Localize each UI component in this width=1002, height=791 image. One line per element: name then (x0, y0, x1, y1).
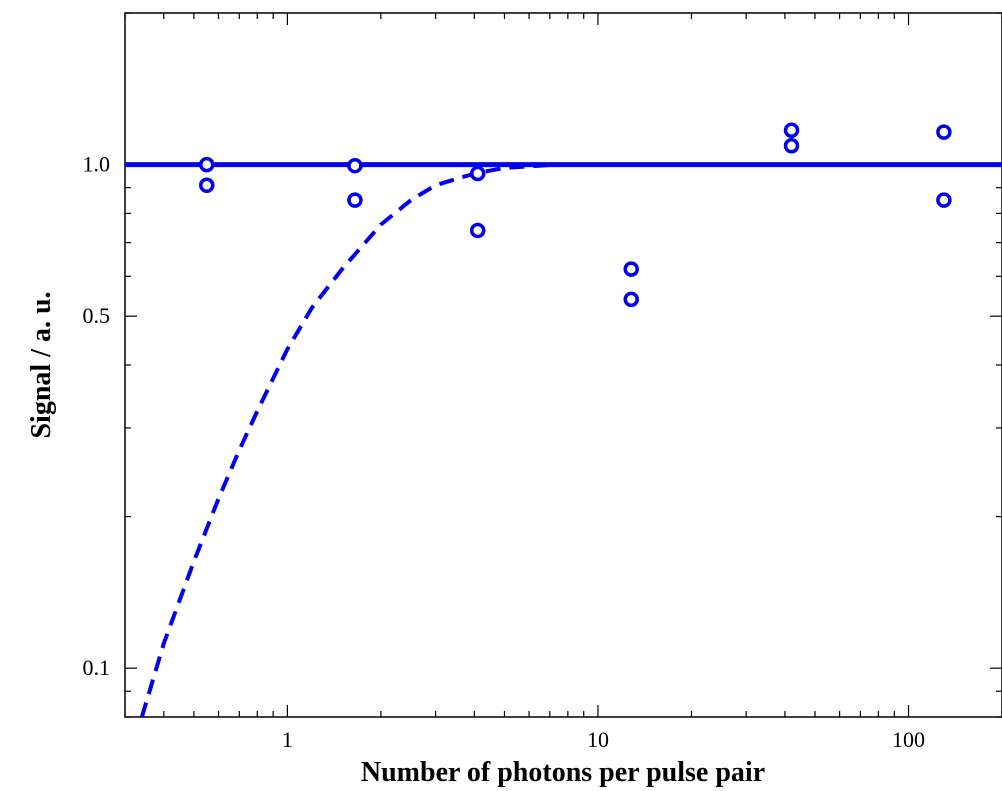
x-tick-label: 1 (282, 727, 293, 752)
y-axis-title: Signal / a. u. (26, 291, 57, 438)
x-tick-label: 100 (892, 727, 925, 752)
y-tick-label: 0.1 (83, 655, 111, 680)
plot-frame (124, 12, 1002, 718)
data-series (125, 122, 1002, 717)
axis-ticks (124, 12, 1002, 718)
data-point (936, 192, 952, 208)
data-point (783, 122, 800, 139)
data-point (936, 124, 952, 140)
data-point (199, 177, 215, 193)
data-point (469, 165, 486, 182)
data-point (347, 157, 363, 174)
y-tick-label: 0.5 (83, 303, 111, 328)
tick-labels: 1 10 100 0.1 0.5 1.0 (83, 152, 926, 752)
dashed-curve (139, 162, 598, 717)
x-axis-title: Number of photons per pulse pair (361, 757, 765, 788)
y-tick-label: 1.0 (83, 152, 111, 177)
data-point (783, 138, 800, 154)
data-point (623, 291, 639, 308)
x-tick-label: 10 (587, 727, 609, 752)
data-point (623, 261, 639, 277)
data-point (347, 192, 363, 208)
data-point (469, 222, 486, 239)
data-point (199, 156, 215, 173)
